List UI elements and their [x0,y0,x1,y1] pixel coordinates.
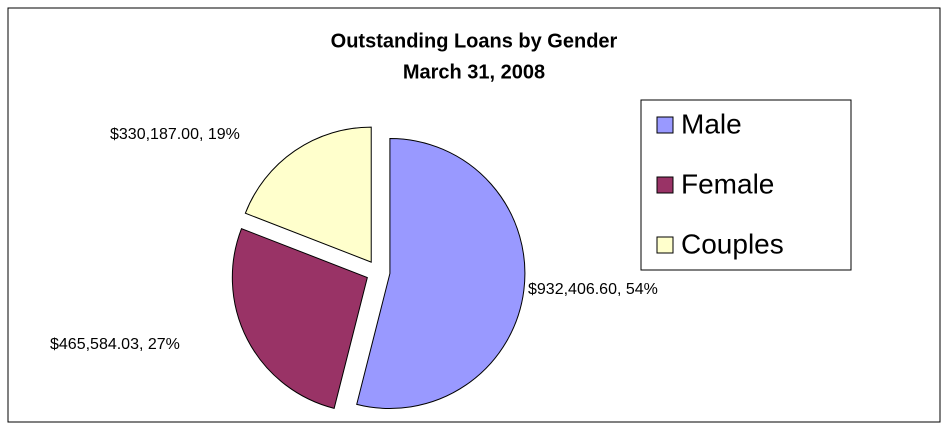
legend-swatch [656,176,674,194]
legend-label: Couples [681,228,784,259]
data-label: $330,187.00, 19% [110,126,240,143]
legend-label: Male [681,108,742,139]
legend-label: Female [681,168,774,199]
legend-box [640,99,852,271]
chart-title: Outstanding Loans by Gender [331,30,618,52]
pie-slice [244,126,372,263]
pie-slice [231,227,368,409]
chart-subtitle: March 31, 2008 [403,61,545,83]
legend-swatch [656,236,674,254]
data-label: $932,406.60, 54% [528,281,658,298]
pie-slice [356,137,526,409]
legend-swatch [656,116,674,134]
data-label: $465,584.03, 27% [50,336,180,353]
